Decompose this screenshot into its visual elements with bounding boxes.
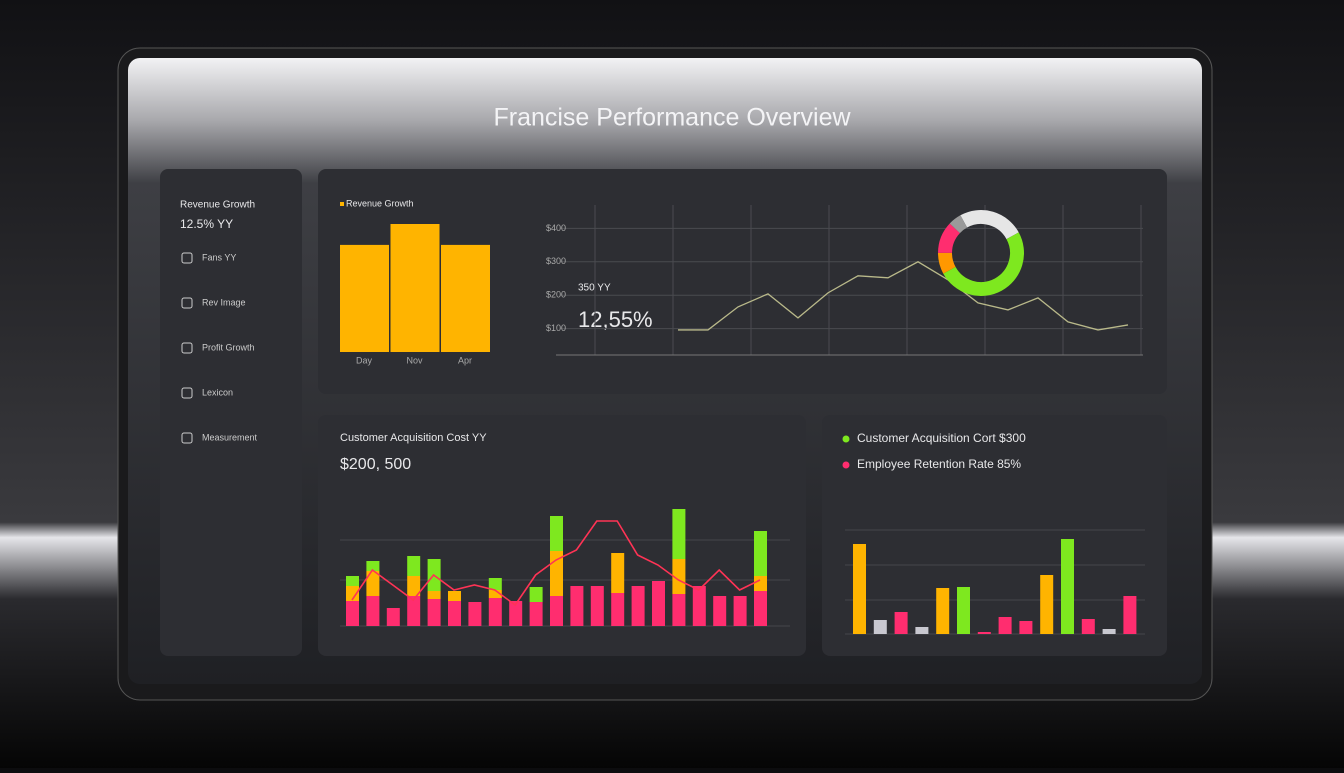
bar-segment xyxy=(631,586,645,626)
panel-title: Customer Acquisition Cost YY xyxy=(340,432,487,444)
bar-segment xyxy=(366,561,380,571)
bar xyxy=(873,620,887,634)
bar xyxy=(957,587,970,634)
nav-item: Measurement xyxy=(202,432,258,442)
bar xyxy=(977,632,991,634)
line xyxy=(678,261,1129,331)
bottom-right-panel xyxy=(822,415,1167,656)
title: Francise Performance Overview xyxy=(493,104,851,132)
bar-segment xyxy=(386,608,400,626)
sidebar-value: 12.5% YY xyxy=(180,217,233,231)
bar-segment xyxy=(692,586,706,626)
y-tick-label: $300 xyxy=(546,256,566,266)
bar xyxy=(390,224,440,352)
bar-title-dot xyxy=(340,202,344,206)
bar-segment xyxy=(448,591,461,601)
bar-segment xyxy=(488,590,502,598)
bar-segment xyxy=(427,599,441,626)
donut-segment xyxy=(943,232,1024,296)
plots: Fans YY Rev Image Profit Growth Lexicon Meas… xyxy=(181,205,1145,635)
bar-segment xyxy=(733,596,747,626)
bar xyxy=(1081,619,1095,634)
bar xyxy=(936,588,950,634)
bar-segment xyxy=(754,576,767,591)
bar-segment xyxy=(611,553,625,593)
y-tick-label: $100 xyxy=(546,323,566,333)
bar xyxy=(894,612,908,634)
bar-segment xyxy=(488,578,502,590)
bar-segment xyxy=(468,602,482,626)
bar xyxy=(1123,596,1137,634)
bar xyxy=(1019,621,1033,634)
bar-segment xyxy=(448,601,461,626)
bar-segment xyxy=(672,594,686,626)
bar-segment xyxy=(509,601,523,626)
legend-label: Employee Retention Rate 85% xyxy=(857,457,1021,471)
bar-segment xyxy=(346,586,359,601)
x-tick-label: Day xyxy=(356,355,373,365)
nav-item: Fans YY xyxy=(202,252,236,262)
bar-segment xyxy=(550,596,563,626)
nav-icon xyxy=(181,387,193,399)
nav-icon xyxy=(181,297,193,309)
bar-segment xyxy=(754,531,767,576)
x-tick-label: Nov xyxy=(406,355,423,365)
bar xyxy=(915,627,929,634)
donut-segment xyxy=(937,252,956,274)
bar-segment xyxy=(672,509,686,559)
legend-label: Customer Acquisition Cort $300 xyxy=(857,431,1026,445)
bar-segment xyxy=(407,556,421,576)
donut-segment xyxy=(949,215,968,234)
annotation: 12,55% xyxy=(578,307,653,332)
nav-item: Rev Image xyxy=(202,297,246,307)
bar-segment xyxy=(652,581,665,626)
bar xyxy=(998,617,1012,634)
nav-item: Profit Growth xyxy=(202,342,255,352)
bar-segment xyxy=(366,571,380,596)
bar-segment xyxy=(346,601,359,626)
bar xyxy=(1040,575,1054,634)
donut-segment xyxy=(938,223,961,254)
bar-segment xyxy=(529,602,543,626)
x-tick-label: Apr xyxy=(458,355,472,365)
bar-segment xyxy=(529,587,543,602)
sidebar xyxy=(160,169,302,656)
bar-segment xyxy=(754,591,767,626)
annotation: 350 YY xyxy=(578,283,611,294)
y-tick-label: $200 xyxy=(546,290,566,300)
sidebar-heading: Revenue Growth xyxy=(180,200,255,211)
panel-value: $200, 500 xyxy=(340,456,411,473)
legend-dot xyxy=(842,435,850,443)
bar-segment xyxy=(590,586,604,626)
bar-segment xyxy=(672,559,686,594)
nav-icon xyxy=(181,252,193,264)
bar xyxy=(340,244,389,352)
bar-segment xyxy=(611,593,625,626)
nav-item: Lexicon xyxy=(202,387,233,397)
bar-segment xyxy=(570,586,584,626)
bar-title: Revenue Growth xyxy=(346,198,414,208)
line xyxy=(351,520,761,607)
bar-segment xyxy=(713,596,727,626)
bar xyxy=(1061,539,1074,634)
bar-segment xyxy=(427,591,441,599)
bar-segment xyxy=(407,576,421,596)
bar-segment xyxy=(366,596,380,626)
bar-segment xyxy=(550,516,563,551)
legend-dot xyxy=(842,461,850,469)
donut-segment xyxy=(960,210,1019,240)
nav-icon xyxy=(181,342,193,354)
bar-segment xyxy=(488,598,502,626)
nav-icon xyxy=(181,432,193,444)
bar-segment xyxy=(346,576,359,586)
bar xyxy=(441,244,490,352)
bar-segment xyxy=(407,596,421,626)
bar xyxy=(853,544,866,634)
bar xyxy=(1102,629,1116,634)
y-tick-label: $400 xyxy=(546,223,566,233)
